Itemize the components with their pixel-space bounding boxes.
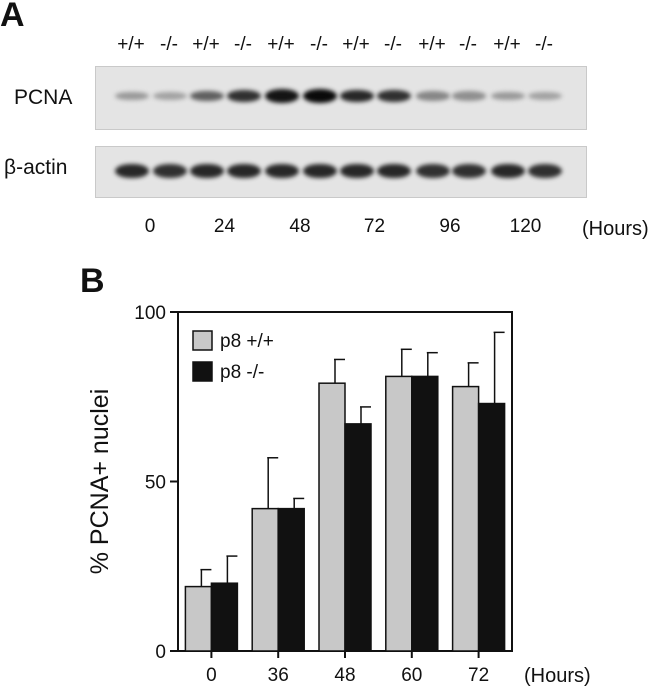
bar (318, 382, 346, 652)
pcna-band (491, 91, 525, 101)
panel-a-letter: A (0, 0, 25, 34)
time-label: 0 (144, 216, 156, 237)
pcna-band (452, 91, 486, 101)
genotype-label: +/+ (342, 34, 370, 55)
genotype-label: +/+ (117, 34, 145, 55)
pcna-band (227, 89, 261, 103)
x-tick-label: 48 (334, 665, 355, 686)
x-axis-label: (Hours) (524, 665, 591, 687)
genotype-label: -/- (234, 34, 252, 55)
pcna-band (528, 91, 562, 101)
legend-swatch (192, 330, 213, 351)
time-label: 120 (509, 216, 542, 237)
beta-actin-band (153, 163, 187, 179)
y-axis-label: % PCNA+ nuclei (86, 389, 114, 575)
beta-actin-band (265, 163, 299, 179)
beta-actin-band (227, 163, 261, 179)
y-tick-label: 50 (145, 473, 166, 494)
pcna-band (340, 89, 374, 103)
pcna-row-label: PCNA (14, 86, 73, 109)
pcna-band (377, 89, 411, 103)
bar (451, 385, 480, 652)
genotype-label: -/- (535, 34, 553, 55)
pcna-bar-chart: 0 50 100 % PCNA+ nuclei 0 36 48 60 72 (Hours) p8 +… (86, 303, 591, 687)
genotype-label: -/- (384, 34, 402, 55)
beta-actin-band (115, 163, 149, 179)
beta-actin-blot (95, 146, 587, 198)
beta-actin-band (452, 163, 486, 179)
beta-actin-band (416, 163, 450, 179)
panel-b-letter: B (80, 262, 105, 300)
bar (385, 375, 413, 652)
genotype-label: +/+ (418, 34, 446, 55)
pcna-band (153, 91, 187, 101)
bar (477, 402, 506, 652)
x-tick-label: 0 (206, 665, 217, 686)
genotype-label: -/- (160, 34, 178, 55)
beta-actin-band (528, 163, 562, 179)
bar (277, 507, 305, 652)
pcna-blot (95, 66, 587, 130)
beta-actin-band (303, 163, 337, 179)
pcna-band (416, 91, 450, 101)
time-label: 72 (363, 216, 386, 237)
pcna-band (265, 89, 299, 103)
bar (344, 423, 372, 652)
bar (184, 585, 213, 652)
y-tick-label: 100 (134, 303, 166, 324)
pcna-band (115, 91, 149, 101)
y-tick-label: 0 (155, 642, 166, 663)
x-tick-label: 36 (268, 665, 289, 686)
beta-actin-band (190, 163, 224, 179)
genotype-label: +/+ (493, 34, 521, 55)
genotype-label: +/+ (267, 34, 295, 55)
x-tick-label: 60 (401, 665, 422, 686)
beta-actin-band (340, 163, 374, 179)
bar (251, 507, 279, 652)
legend-label: p8 +/+ (220, 331, 274, 352)
legend-label: p8 -/- (220, 362, 264, 383)
bar (411, 375, 439, 652)
pcna-band (303, 89, 337, 103)
x-tick-label: 72 (468, 665, 489, 686)
panel-a-hours-unit: (Hours) (582, 218, 649, 240)
bar (210, 582, 239, 652)
genotype-label: +/+ (192, 34, 220, 55)
beta-actin-row-label: β-actin (4, 156, 68, 179)
time-label: 24 (213, 216, 236, 237)
pcna-band (190, 90, 224, 102)
genotype-label: -/- (459, 34, 477, 55)
time-label: 96 (439, 216, 461, 237)
beta-actin-band (377, 163, 411, 179)
genotype-label: -/- (310, 34, 328, 55)
time-label: 48 (289, 216, 311, 237)
beta-actin-band (491, 163, 525, 179)
legend-swatch (192, 361, 213, 382)
